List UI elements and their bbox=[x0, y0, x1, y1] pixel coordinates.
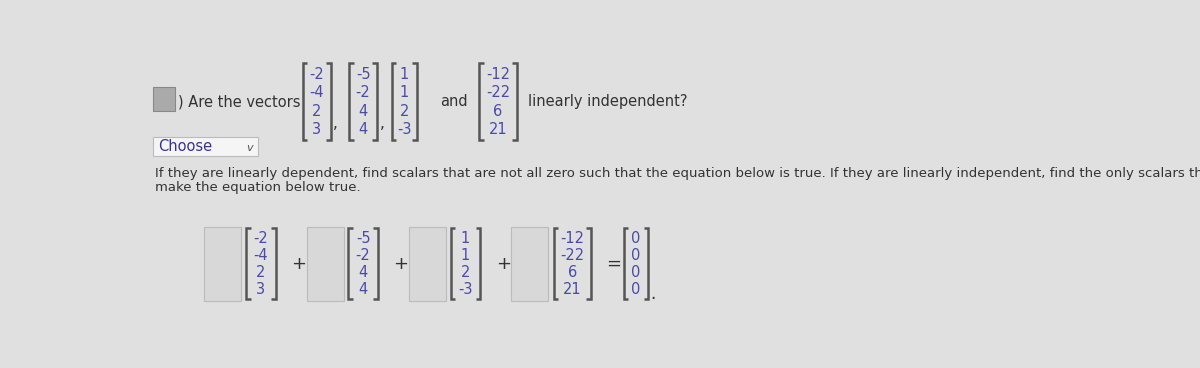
Text: 4: 4 bbox=[359, 265, 367, 280]
Text: =: = bbox=[606, 255, 622, 273]
Text: -22: -22 bbox=[560, 248, 584, 263]
Text: 1: 1 bbox=[461, 231, 470, 246]
Text: -12: -12 bbox=[560, 231, 584, 246]
Text: ,: , bbox=[332, 116, 337, 131]
Text: -2: -2 bbox=[253, 231, 269, 246]
Text: -2: -2 bbox=[355, 85, 371, 100]
Text: +: + bbox=[292, 255, 306, 273]
FancyBboxPatch shape bbox=[306, 227, 343, 301]
FancyBboxPatch shape bbox=[511, 227, 548, 301]
Text: 2: 2 bbox=[256, 265, 265, 280]
FancyBboxPatch shape bbox=[409, 227, 446, 301]
Text: 1: 1 bbox=[400, 67, 409, 82]
Text: linearly independent?: linearly independent? bbox=[528, 95, 688, 109]
Text: -4: -4 bbox=[310, 85, 324, 100]
Text: 3: 3 bbox=[312, 122, 322, 137]
Text: 2: 2 bbox=[400, 104, 409, 118]
Text: .: . bbox=[650, 286, 656, 303]
FancyBboxPatch shape bbox=[154, 86, 175, 111]
Text: -2: -2 bbox=[355, 248, 371, 263]
Text: 1: 1 bbox=[461, 248, 470, 263]
Text: +: + bbox=[394, 255, 408, 273]
FancyBboxPatch shape bbox=[204, 227, 241, 301]
Text: -5: -5 bbox=[356, 231, 371, 246]
Text: 1: 1 bbox=[400, 85, 409, 100]
Text: 3: 3 bbox=[257, 282, 265, 297]
Text: ,: , bbox=[379, 116, 384, 131]
Text: 0: 0 bbox=[631, 265, 641, 280]
Text: 0: 0 bbox=[631, 248, 641, 263]
Text: 2: 2 bbox=[312, 104, 322, 118]
Text: 4: 4 bbox=[359, 282, 367, 297]
Text: 4: 4 bbox=[359, 104, 367, 118]
Text: -2: -2 bbox=[310, 67, 324, 82]
Text: +: + bbox=[496, 255, 511, 273]
Text: v: v bbox=[246, 143, 252, 153]
Text: If they are linearly dependent, find scalars that are not all zero such that the: If they are linearly dependent, find sca… bbox=[155, 167, 1200, 180]
Text: Choose: Choose bbox=[157, 139, 212, 154]
Text: 0: 0 bbox=[631, 282, 641, 297]
Text: -3: -3 bbox=[397, 122, 412, 137]
FancyBboxPatch shape bbox=[154, 137, 258, 156]
Text: 6: 6 bbox=[493, 104, 503, 118]
Text: 6: 6 bbox=[568, 265, 577, 280]
Text: 21: 21 bbox=[488, 122, 508, 137]
Text: and: and bbox=[440, 95, 468, 109]
Text: -5: -5 bbox=[356, 67, 371, 82]
Text: 21: 21 bbox=[563, 282, 582, 297]
Text: ) Are the vectors: ) Are the vectors bbox=[178, 95, 300, 109]
Text: -22: -22 bbox=[486, 85, 510, 100]
Text: 4: 4 bbox=[359, 122, 367, 137]
Text: -4: -4 bbox=[253, 248, 268, 263]
Text: make the equation below true.: make the equation below true. bbox=[155, 181, 360, 194]
Text: -3: -3 bbox=[458, 282, 473, 297]
Text: 0: 0 bbox=[631, 231, 641, 246]
Text: -12: -12 bbox=[486, 67, 510, 82]
Text: 2: 2 bbox=[461, 265, 470, 280]
